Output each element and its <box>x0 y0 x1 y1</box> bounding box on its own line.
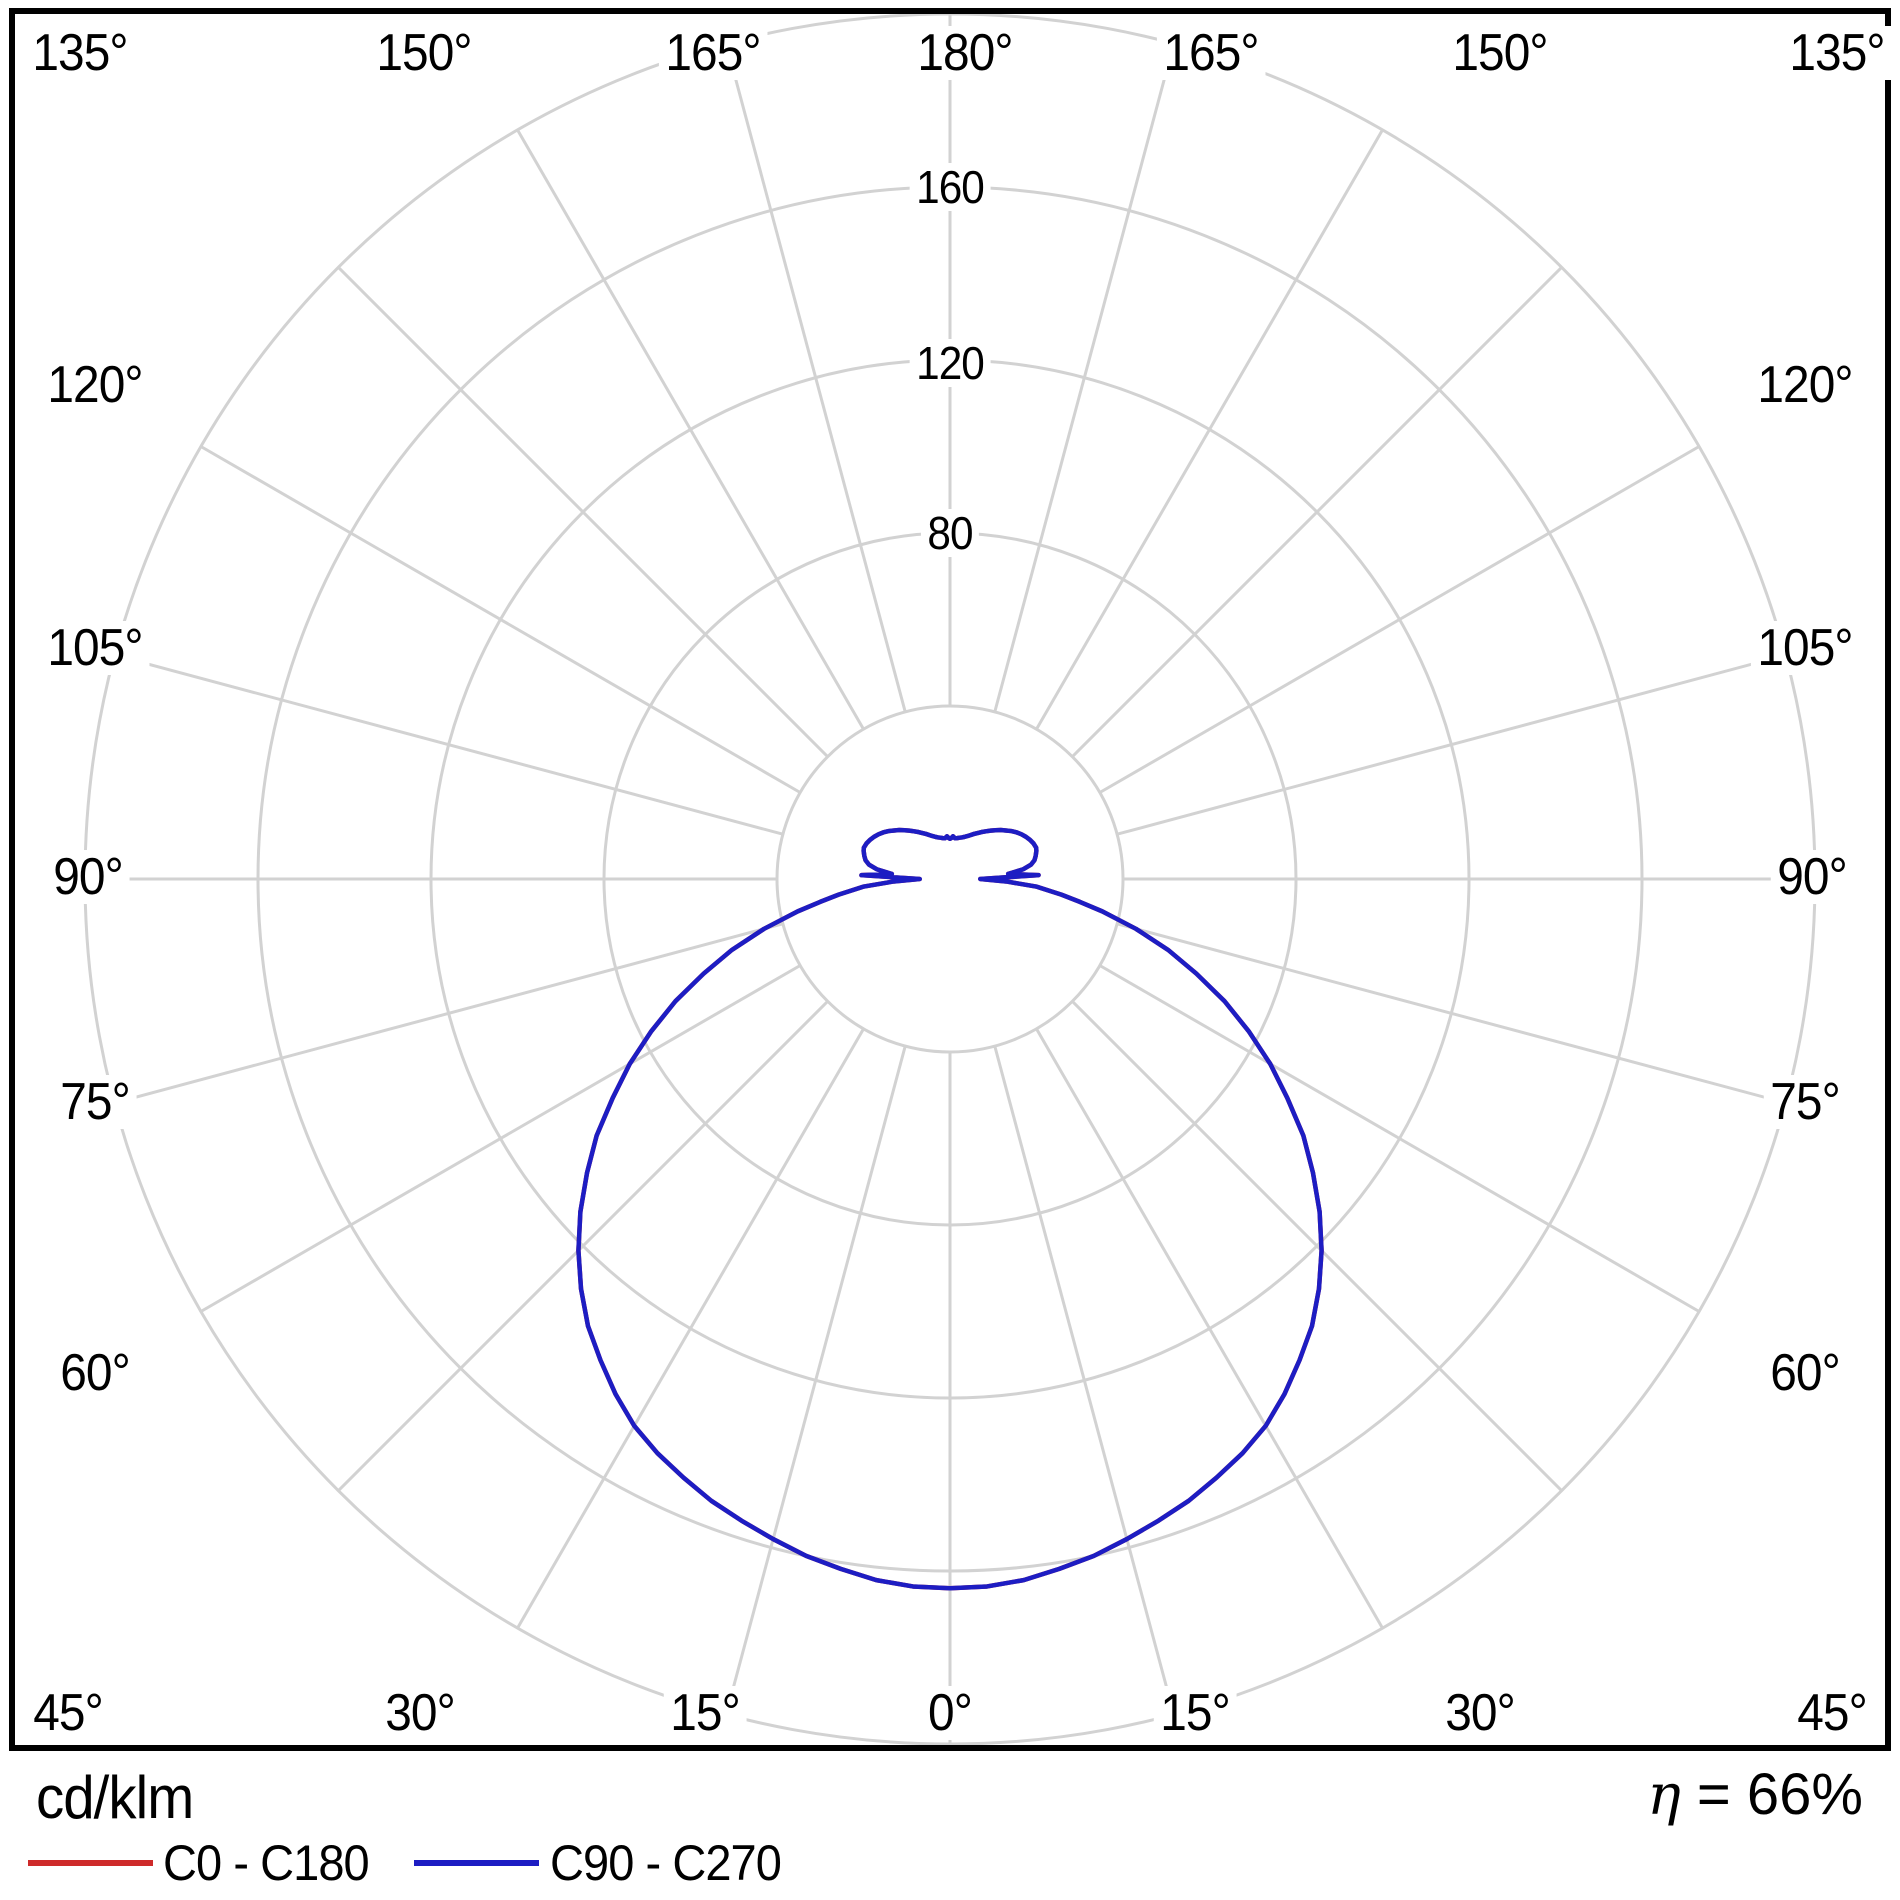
angle-label: 30° <box>378 1686 462 1740</box>
angle-label: 45° <box>26 1686 110 1740</box>
angle-label: 0° <box>921 1686 979 1740</box>
grid-ray <box>1071 1000 1563 1492</box>
angle-label: 90° <box>46 850 130 904</box>
grid-ray <box>1099 964 1700 1313</box>
angle-label: 75° <box>53 1075 137 1129</box>
radial-tick-label: 80 <box>920 509 980 557</box>
grid-ray <box>1116 653 1786 836</box>
angle-label: 180° <box>910 26 1020 80</box>
unit-label: cd/klm <box>36 1764 194 1831</box>
legend: C0 - C180 C90 - C270 <box>0 1832 1900 1900</box>
angle-label: 150° <box>369 26 479 80</box>
angle-label: 120° <box>1750 358 1860 412</box>
legend-swatch-c0-c180 <box>28 1860 153 1866</box>
eta-symbol: η <box>1647 1763 1681 1828</box>
grid-ray <box>1035 129 1384 730</box>
eta-value: = 66% <box>1680 1762 1863 1827</box>
angle-label: 135° <box>1782 26 1892 80</box>
efficiency-label: η = 66% <box>1647 1766 1863 1824</box>
angle-label: 15° <box>1153 1686 1237 1740</box>
grid-ray <box>1116 922 1786 1105</box>
angle-label: 105° <box>1750 621 1860 675</box>
grid-ray <box>337 1000 829 1492</box>
curve-c90-c270 <box>576 827 1324 1591</box>
grid-ray <box>724 43 907 713</box>
grid-ray <box>993 43 1176 713</box>
angle-label: 165° <box>658 26 768 80</box>
grid-ray <box>114 653 784 836</box>
angle-label: 60° <box>1763 1346 1847 1400</box>
angle-label: 60° <box>53 1346 137 1400</box>
grid-ray <box>337 266 829 758</box>
grid-ray <box>114 922 784 1105</box>
angle-label: 135° <box>25 26 135 80</box>
angle-label: 30° <box>1438 1686 1522 1740</box>
grid-ray <box>200 445 801 794</box>
angle-label: 105° <box>40 621 150 675</box>
angle-label: 165° <box>1156 26 1266 80</box>
angle-label: 15° <box>663 1686 747 1740</box>
angle-label: 90° <box>1770 850 1854 904</box>
legend-label-c90-c270: C90 - C270 <box>550 1835 782 1891</box>
legend-swatch-c90-c270 <box>414 1860 539 1866</box>
grid-ray <box>516 1028 865 1629</box>
radial-tick-label: 160 <box>909 163 991 211</box>
angle-label: 75° <box>1763 1075 1847 1129</box>
grid-ray <box>1071 266 1563 758</box>
grid-ray <box>993 1045 1176 1715</box>
angle-label: 150° <box>1445 26 1555 80</box>
angle-label: 120° <box>40 358 150 412</box>
grid-ring <box>775 704 1125 1054</box>
grid-ray <box>1099 445 1700 794</box>
grid-ray <box>516 129 865 730</box>
radial-tick-label: 120 <box>909 339 991 387</box>
grid-ray <box>1035 1028 1384 1629</box>
grid-ray <box>200 964 801 1313</box>
grid-ray <box>724 1045 907 1715</box>
legend-label-c0-c180: C0 - C180 <box>163 1835 370 1891</box>
plot-border <box>9 8 1891 1751</box>
angle-label: 45° <box>1790 1686 1874 1740</box>
